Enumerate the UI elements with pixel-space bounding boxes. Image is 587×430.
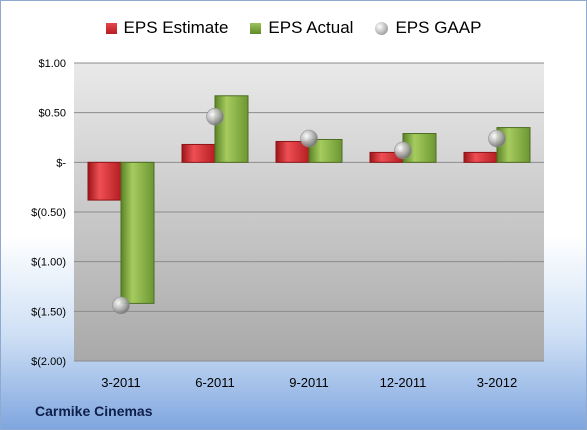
bar-eps-estimate xyxy=(181,143,216,163)
y-tick-label: $(1.00) xyxy=(31,257,66,269)
y-axis-labels: $1.00 $0.50 $- $(0.50) $(1.00) $(1.50) $(2.00) xyxy=(31,58,66,368)
marker-eps-gaap xyxy=(394,141,412,160)
legend-item-eps-estimate: EPS Estimate xyxy=(105,18,229,38)
company-name: Carmike Cinemas xyxy=(35,403,153,419)
y-tick-label: $(1.50) xyxy=(31,306,66,318)
x-tick-label: 3-2012 xyxy=(477,375,517,390)
legend-swatch-red xyxy=(105,22,117,34)
legend-label: EPS Actual xyxy=(268,18,354,37)
bar-eps-actual xyxy=(308,138,343,163)
legend-swatch-green xyxy=(250,22,262,34)
legend-item-eps-actual: EPS Actual xyxy=(250,18,353,38)
bar-eps-estimate xyxy=(463,151,498,163)
y-tick-label: $(0.50) xyxy=(31,207,66,219)
gaap-markers xyxy=(112,107,506,315)
x-tick-label: 3-2011 xyxy=(101,375,141,390)
legend-swatch-sphere xyxy=(375,21,389,35)
legend-item-eps-gaap: EPS GAAP xyxy=(375,18,481,38)
legend-label: EPS Estimate xyxy=(123,18,229,37)
legend-label: EPS GAAP xyxy=(395,18,482,37)
bar-eps-estimate xyxy=(87,161,122,201)
x-tick-label: 12-2011 xyxy=(380,375,427,390)
bars xyxy=(87,95,531,304)
y-tick-label: $(2.00) xyxy=(31,356,66,368)
marker-eps-gaap xyxy=(300,129,318,148)
x-axis-labels: 3-2011 6-2011 9-2011 12-2011 3-2012 xyxy=(101,375,517,390)
y-tick-label: $- xyxy=(56,157,66,169)
x-tick-label: 9-2011 xyxy=(289,375,329,390)
bar-eps-actual xyxy=(214,95,249,163)
bar-eps-actual xyxy=(402,133,437,163)
marker-eps-gaap xyxy=(112,296,130,315)
y-tick-label: $1.00 xyxy=(38,58,66,70)
y-tick-label: $0.50 xyxy=(38,108,66,120)
x-tick-label: 6-2011 xyxy=(195,375,235,390)
marker-eps-gaap xyxy=(206,107,224,126)
legend: EPS Estimate EPS Actual EPS GAAP xyxy=(1,18,586,38)
marker-eps-gaap xyxy=(488,129,506,148)
bar-eps-actual xyxy=(120,161,155,304)
